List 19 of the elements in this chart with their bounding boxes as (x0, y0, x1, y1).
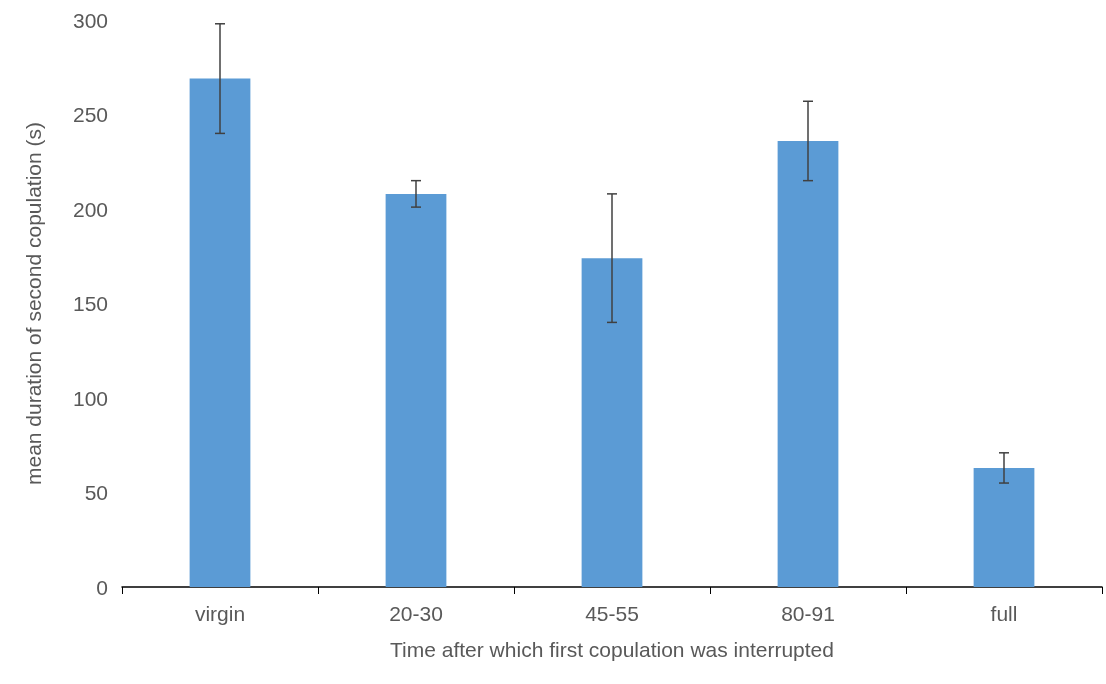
y-tick-label: 300 (72, 8, 108, 32)
bar (973, 467, 1035, 587)
y-tick-label: 0 (96, 575, 108, 599)
y-tick-label: 200 (72, 197, 108, 221)
x-tick-label: 80-91 (781, 602, 835, 625)
x-tick-label: virgin (194, 602, 246, 625)
bar (385, 193, 447, 587)
bar (581, 258, 643, 587)
y-axis-title: mean duration of second copulation (s) (22, 121, 45, 486)
y-tick-label: 100 (72, 386, 108, 410)
y-tick-label: 50 (84, 481, 108, 504)
x-tick-label: 45-55 (585, 602, 639, 625)
y-tick-label: 250 (72, 103, 108, 126)
x-axis-title: Time after which first copulation was interrupted (390, 638, 834, 661)
x-tick-label: full (990, 602, 1018, 625)
x-tick-label: 20-30 (389, 602, 443, 625)
bar (189, 78, 251, 587)
y-tick-label: 150 (72, 292, 108, 315)
bar (777, 140, 839, 587)
